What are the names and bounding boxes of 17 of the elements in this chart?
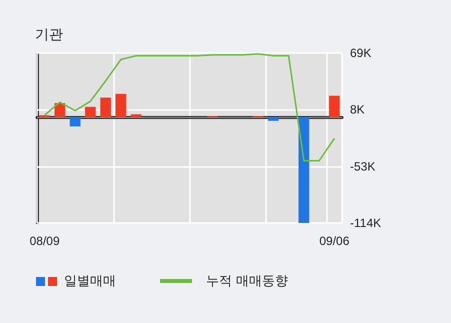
bar [268,117,279,121]
y-tick-label: -114K [350,216,382,230]
legend-label: 일별매매 [64,273,116,290]
y-tick-label: 69K [350,46,372,60]
chart-title: 기관 [35,26,63,42]
bar [85,106,96,118]
bar [298,117,310,223]
y-tick-label: 8K [350,102,365,117]
x-tick-label: 09/06 [319,234,350,248]
bar [329,96,340,118]
bar [116,94,126,118]
bar [70,117,80,126]
x-tick-label: 08/09 [30,234,60,248]
y-tick-label: -53K [350,159,376,174]
legend-label: 누적 매매동향 [206,273,288,290]
bar [100,98,111,118]
line-series [44,53,336,162]
